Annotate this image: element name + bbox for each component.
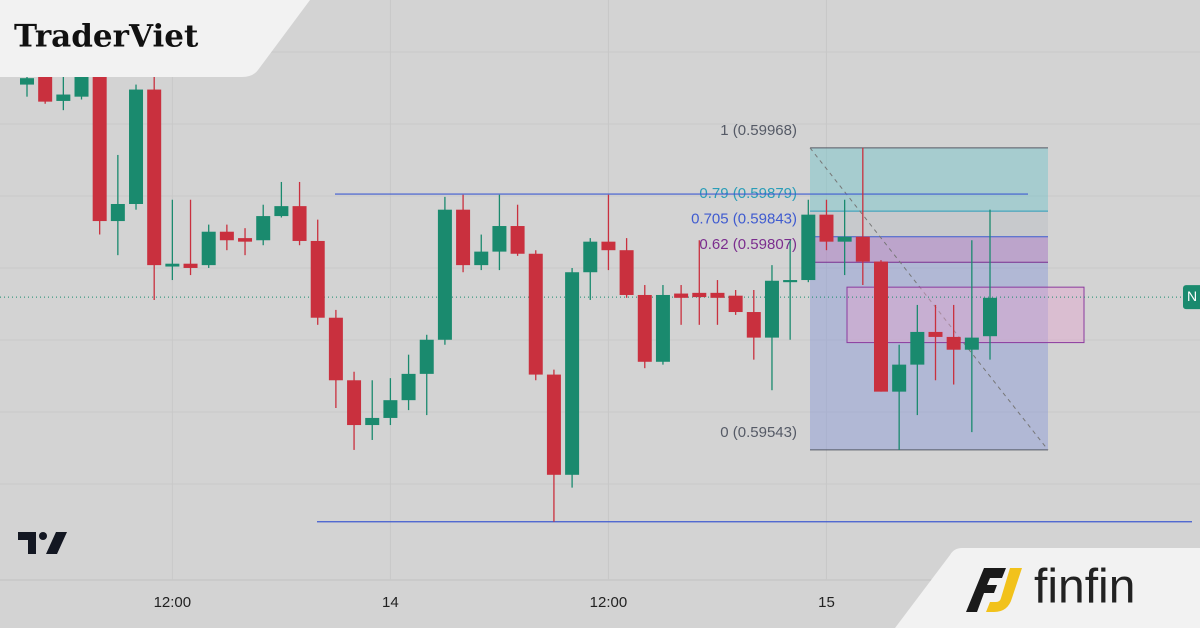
candle-body xyxy=(74,74,89,97)
candle-body xyxy=(910,331,925,365)
candle-body xyxy=(292,206,307,241)
x-tick-label: 12:00 xyxy=(154,594,192,611)
candle-body xyxy=(928,331,943,337)
candle-body xyxy=(492,226,507,252)
candle-body xyxy=(601,241,616,251)
candle-body xyxy=(129,89,144,204)
fib-band xyxy=(810,211,1048,237)
candle-body xyxy=(347,380,362,426)
top-banner: TraderViet xyxy=(0,0,310,77)
candle-body xyxy=(619,250,634,295)
fib-band xyxy=(810,147,1048,212)
logo-shape xyxy=(39,532,47,540)
x-tick-label: 12:00 xyxy=(590,594,628,611)
candle-body xyxy=(819,214,834,242)
candle-body xyxy=(165,263,180,267)
candle-body xyxy=(583,241,598,273)
candle-body xyxy=(946,336,961,350)
candle-body xyxy=(219,231,234,241)
candle-body xyxy=(655,294,670,362)
tradingview-logo xyxy=(18,532,67,554)
fib-band xyxy=(810,262,1048,450)
candle-body xyxy=(328,317,343,381)
candle-body xyxy=(383,400,398,418)
candle-body xyxy=(38,74,53,102)
candle-body xyxy=(674,293,689,298)
logo-shape xyxy=(966,568,1006,612)
candle-body xyxy=(783,280,798,283)
candle-body xyxy=(474,251,489,266)
logo-shape xyxy=(46,532,67,554)
fib-label: 0.705 (0.59843) xyxy=(691,211,797,228)
fib-trend xyxy=(809,147,1049,451)
candle-body xyxy=(546,374,561,475)
candle-body xyxy=(256,216,271,241)
candle-body xyxy=(873,261,888,392)
candle-body xyxy=(528,253,543,375)
candle-body xyxy=(92,74,107,222)
brand-name: finfin xyxy=(1034,561,1135,614)
plot-area: 1 (0.59968)0.79 (0.59879)0.705 (0.59843)… xyxy=(0,0,1200,611)
candle-body xyxy=(728,295,743,313)
candle-body xyxy=(456,209,471,266)
candle-body xyxy=(56,94,71,101)
candle-body xyxy=(892,364,907,392)
candle-body xyxy=(20,78,34,85)
candle-body xyxy=(274,206,289,217)
candle-body xyxy=(764,280,779,338)
bottom-banner: finfin xyxy=(895,548,1200,628)
candle-body xyxy=(710,292,725,298)
candle-body xyxy=(147,89,162,266)
candle-body xyxy=(510,226,525,254)
price-badge xyxy=(1183,285,1200,310)
banner-bg xyxy=(0,0,310,77)
candle-body xyxy=(419,339,434,374)
candle-body xyxy=(855,236,870,262)
fib-label: 1 (0.59968) xyxy=(720,122,797,139)
fib-label: 0.62 (0.59807) xyxy=(699,236,797,253)
candle-body xyxy=(201,231,216,266)
candle-body xyxy=(401,373,416,401)
candle-body xyxy=(310,240,325,318)
brand-name: TraderViet xyxy=(14,19,199,55)
candle-body xyxy=(110,203,125,222)
candle-body xyxy=(692,292,707,298)
candle-body xyxy=(637,294,652,362)
candle-body xyxy=(983,297,998,337)
candle-body xyxy=(238,238,253,242)
candle-body xyxy=(746,312,761,338)
fib-label: 0 (0.59543) xyxy=(720,424,797,441)
candle-body xyxy=(365,417,380,426)
candle-body xyxy=(964,337,979,350)
x-tick-label: 14 xyxy=(382,594,399,611)
candle-body xyxy=(801,214,816,281)
candle-body xyxy=(183,263,198,268)
logo-shape xyxy=(18,532,36,554)
grid xyxy=(0,51,1200,581)
logo-shape xyxy=(986,568,1022,612)
price-badge-label: N xyxy=(1187,288,1197,304)
candle-body xyxy=(565,272,580,475)
candle-body xyxy=(837,236,852,242)
x-tick-label: 15 xyxy=(818,594,835,611)
candle-body xyxy=(437,209,452,340)
